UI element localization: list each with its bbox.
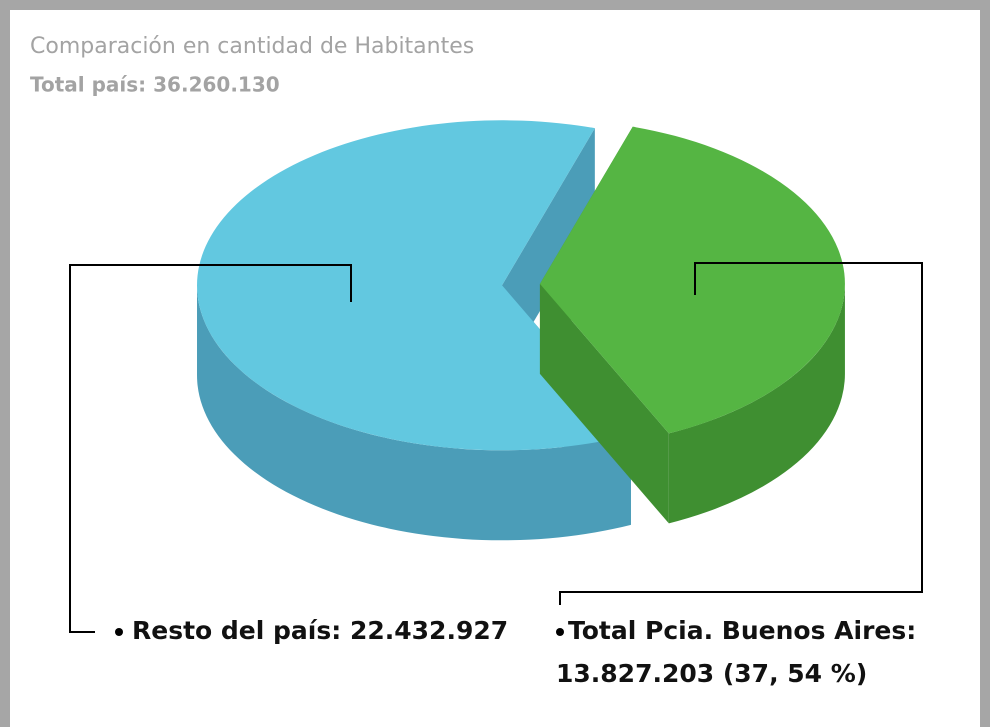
label-0: Resto del país: 22.432.927 [132,616,508,645]
label-1-name: Total Pcia. Buenos Aires: [568,616,916,645]
slice-side [668,283,845,524]
label-1-value: 13.827.203 (37, 54 %) [556,659,867,688]
pie [197,120,845,541]
leader-lines [69,262,923,633]
slice-side [197,285,631,541]
bullet [556,628,564,636]
slice [197,120,631,451]
bullet [115,628,123,636]
chart-title: Comparación en cantidad de Habitantes [30,34,474,59]
chart-subtitle: Total país: 36.260.130 [30,73,280,97]
leader-line [69,264,352,633]
leader-line [559,262,923,605]
slice-wall [539,283,669,524]
slice [539,126,845,434]
